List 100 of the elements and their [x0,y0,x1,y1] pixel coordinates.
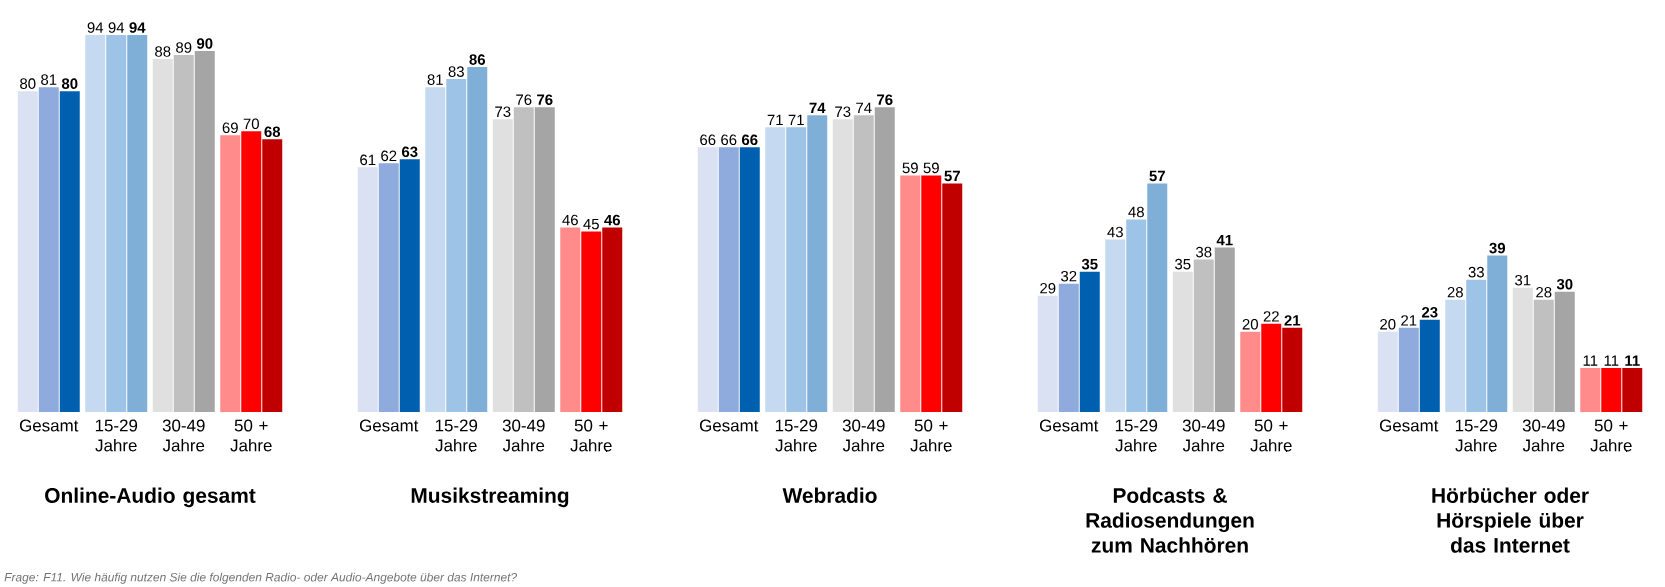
bar [17,91,38,412]
x-tick-label: 30-49 Jahre [842,419,885,452]
bar [1126,219,1147,412]
bar [697,147,718,412]
x-tick-label: 30-49 Jahre [1522,419,1565,452]
data-label: 76 [516,94,532,105]
x-tick-label: 15-29 Jahre [435,419,478,452]
data-label: 94 [129,22,146,33]
bar [581,231,602,412]
data-label: 66 [700,134,716,146]
data-label: 76 [877,94,893,105]
x-tick-label: 50 + Jahre [570,419,612,452]
data-label: 11 [1604,355,1619,366]
data-label: 28 [1536,286,1552,298]
bar [152,59,173,412]
bar [786,127,807,412]
bar [1487,255,1508,412]
data-label: 71 [788,114,804,126]
x-tick-label: Gesamt [19,419,79,432]
bar [173,55,194,412]
bar [262,139,283,412]
bar [1466,279,1487,412]
data-label: 20 [1242,319,1258,330]
bar [921,175,942,412]
bar [59,91,80,412]
data-label: 11 [1583,355,1598,366]
bar [560,227,581,412]
bar [1261,323,1282,412]
data-label: 31 [1515,274,1531,286]
data-label: 46 [562,214,578,226]
bar [739,147,760,412]
bar [900,175,921,412]
bar [38,87,59,412]
bar [1240,331,1261,412]
data-label: 66 [721,134,737,146]
data-label: 62 [381,150,397,162]
x-tick-label: 50 + Jahre [910,419,952,452]
x-tick-label: 15-29 Jahre [1115,419,1158,452]
data-label: 66 [741,134,758,146]
data-label: 59 [923,162,939,174]
bar [1580,367,1601,412]
bar [1172,271,1193,412]
data-label: 33 [1468,266,1484,278]
data-label: 35 [1175,258,1191,270]
x-tick-label: 30-49 Jahre [162,419,205,452]
data-label: 46 [604,214,621,226]
bar [220,135,241,412]
data-label: 81 [427,74,443,85]
text: Hörbücher oder Hörspiele über das Internet [1432,487,1589,553]
data-label: 57 [944,170,960,182]
x-tick-label: 50 + Jahre [230,419,272,452]
data-label: 57 [1149,170,1165,182]
bar [1105,239,1126,412]
bar [446,79,467,412]
bar [399,159,420,412]
bar [1214,247,1235,412]
data-label: 94 [108,22,125,33]
bar [602,227,623,412]
bar [1377,331,1398,412]
text: Online-Audio gesamt [45,487,256,508]
text: Webradio [782,487,877,503]
bar [1419,319,1440,412]
bar [1193,259,1214,412]
x-tick-label: 30-49 Jahre [502,419,545,452]
bar [127,35,148,412]
x-tick-label: 30-49 Jahre [1182,419,1225,452]
bar [832,119,853,412]
bar [765,127,786,412]
data-label: 43 [1107,226,1123,238]
data-label: 63 [401,146,418,158]
data-label: 29 [1040,282,1056,294]
bar [85,35,106,412]
bar [1533,299,1554,412]
data-label: 21 [1401,315,1417,326]
data-label: 74 [856,102,872,114]
data-label: 11 [1625,355,1640,366]
data-label: 86 [469,54,486,65]
x-tick-label: 50 + Jahre [1590,419,1632,452]
bar [1601,367,1622,412]
bar [1512,287,1533,412]
data-label: 59 [902,162,918,174]
bar [853,115,874,412]
x-tick-label: 15-29 Jahre [1455,419,1498,452]
data-label: 73 [835,106,851,118]
data-label: 20 [1380,319,1396,330]
bar [106,35,127,412]
data-label: 32 [1061,270,1077,282]
bar [378,163,399,412]
data-label: 68 [264,126,281,138]
data-label: 22 [1263,311,1279,322]
data-label: 30 [1556,278,1573,290]
bar [1554,291,1575,412]
bar [467,67,488,412]
data-label: 48 [1128,206,1144,218]
x-tick-label: Gesamt [1039,419,1099,432]
bar [942,183,963,412]
x-tick-label: Gesamt [359,419,419,432]
bar [492,119,513,412]
text: Frage: F11. Wie häufig nutzen Sie die folgenden Radio- oder Audio-Angebote über das Internet? [4,572,518,584]
data-label: 88 [155,46,171,57]
